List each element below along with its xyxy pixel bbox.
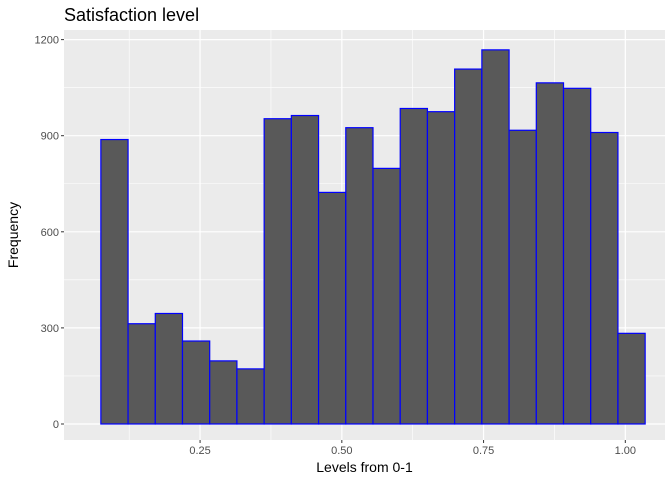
histogram-bars bbox=[100, 49, 646, 425]
histogram-bar bbox=[290, 114, 320, 425]
histogram-bar bbox=[236, 368, 265, 425]
histogram-bar bbox=[617, 332, 646, 425]
histogram-bar bbox=[263, 118, 292, 425]
x-axis-title: Levels from 0-1 bbox=[316, 459, 413, 475]
x-axis: 0.25 0.50 0.75 1.00 bbox=[189, 440, 636, 457]
y-tick-label: 600 bbox=[41, 227, 59, 239]
x-tick-label: 0.50 bbox=[331, 445, 352, 457]
y-tick-label: 900 bbox=[41, 131, 59, 143]
histogram-bar bbox=[590, 131, 619, 425]
chart-title: Satisfaction level bbox=[64, 5, 199, 25]
x-tick-label: 0.75 bbox=[473, 445, 494, 457]
histogram-bar bbox=[127, 323, 156, 425]
histogram-bar bbox=[508, 129, 537, 425]
histogram-bar bbox=[100, 138, 129, 425]
histogram-bar bbox=[372, 167, 401, 425]
y-tick-label: 1200 bbox=[35, 35, 59, 47]
histogram-bar bbox=[181, 340, 211, 425]
x-tick-label: 0.25 bbox=[189, 445, 210, 457]
histogram-bar bbox=[562, 87, 592, 425]
histogram-bar bbox=[481, 49, 510, 425]
y-axis: 0 300 600 900 1200 bbox=[35, 35, 64, 431]
histogram-bar bbox=[399, 107, 429, 425]
histogram-bar bbox=[535, 82, 565, 425]
y-tick-label: 300 bbox=[41, 323, 59, 335]
histogram-bar bbox=[209, 360, 238, 425]
histogram-bar bbox=[454, 68, 483, 425]
y-tick-label: 0 bbox=[53, 419, 59, 431]
y-axis-title: Frequency bbox=[5, 202, 21, 268]
x-tick-label: 1.00 bbox=[615, 445, 636, 457]
histogram-bar bbox=[345, 127, 374, 425]
histogram-bar bbox=[154, 312, 184, 425]
histogram-bar bbox=[426, 111, 456, 425]
histogram-bar bbox=[317, 191, 347, 425]
